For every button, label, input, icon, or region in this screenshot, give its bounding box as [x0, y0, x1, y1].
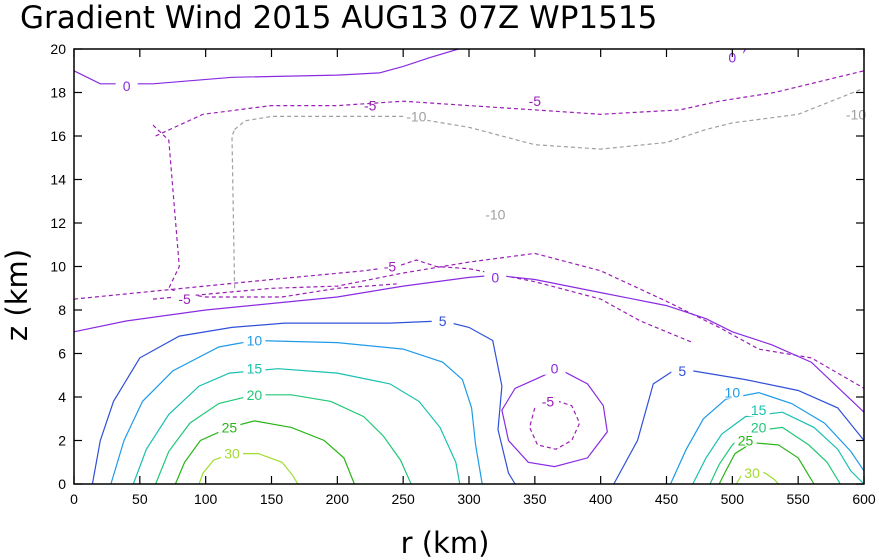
contour-label: 10 [247, 332, 263, 348]
contour-label: -10 [406, 108, 426, 124]
x-tick-label: 300 [457, 491, 481, 507]
contour-label-bg [243, 360, 266, 375]
contour-label: -5 [178, 291, 191, 307]
x-tick-label: 250 [391, 491, 415, 507]
contour-label-bg [243, 332, 266, 347]
contour-label-bg [537, 393, 559, 408]
contour-label: -10 [846, 106, 866, 122]
x-tick-label: 550 [786, 491, 810, 507]
contour-label-bg [405, 108, 428, 123]
contour-line-6 [234, 87, 865, 150]
contour-line-19 [709, 426, 841, 485]
contour-label: -5 [542, 393, 555, 409]
y-tick-label: 18 [50, 85, 66, 101]
contour-label-bg [115, 77, 138, 92]
x-tick-label: 0 [70, 491, 78, 507]
contour-label: -10 [485, 206, 505, 222]
contour-label-bg [747, 419, 770, 434]
contour-line-12 [91, 320, 516, 485]
contour-label: 30 [224, 446, 240, 462]
contour-label-bg [379, 258, 401, 273]
x-tick-label: 150 [260, 491, 284, 507]
contour-line-18 [155, 394, 412, 485]
x-tick-label: 600 [852, 491, 876, 507]
x-tick-label: 500 [721, 491, 745, 507]
contour-label: 0 [728, 50, 736, 66]
contour-line-14 [110, 339, 483, 485]
contour-label-bg [845, 106, 867, 121]
contour-label-bg [359, 97, 382, 112]
x-tick-label: 350 [523, 491, 547, 507]
contour-line-5 [73, 259, 694, 344]
contour-label: 5 [678, 363, 686, 379]
contour-label: 15 [247, 361, 263, 377]
contour-label-bg [221, 445, 243, 460]
y-tick-label: 12 [50, 215, 66, 231]
contour-label: 25 [738, 433, 754, 449]
contour-line-3 [155, 70, 865, 137]
contour-line-4 [152, 252, 865, 389]
y-tick-label: 2 [58, 433, 66, 449]
axis-ticks: 0 50 100 150 200 250 300 350 400 450 500 550 6000246… [50, 41, 875, 507]
y-tick-label: 20 [50, 41, 66, 57]
contour-label-bg [484, 269, 507, 284]
x-tick-label: 450 [655, 491, 679, 507]
contour-line-16 [132, 368, 461, 485]
contour-label-bg [484, 206, 507, 221]
contour-label-bg [734, 432, 757, 447]
contour-layer: 00-5 -5-5-5-10 -10-1000-555101015152020252… [73, 48, 867, 485]
y-tick-label: 10 [50, 259, 66, 275]
x-tick-label: 50 [132, 491, 148, 507]
contour-label-bg [243, 386, 266, 401]
contour-label: 0 [551, 361, 559, 377]
y-tick-label: 4 [58, 389, 66, 405]
contour-label: -5 [529, 93, 542, 109]
contour-label-bg [543, 360, 566, 375]
contour-line-21 [718, 442, 815, 485]
contour-label-bg [523, 93, 546, 108]
x-tick-label: 400 [589, 491, 613, 507]
contour-label-bg [747, 402, 770, 417]
contour-label: 0 [123, 78, 131, 94]
contour-line-10 [501, 368, 608, 468]
x-tick-label: 200 [326, 491, 350, 507]
contour-label: 5 [439, 313, 447, 329]
contour-line-8 [231, 129, 236, 289]
contour-line-15 [669, 391, 865, 485]
contour-label-bg [671, 362, 694, 377]
contour-label: 20 [751, 419, 767, 435]
contour-label: 25 [222, 419, 238, 435]
contour-label-bg [218, 419, 241, 434]
contour-line-22 [198, 453, 299, 485]
plot-frame [73, 48, 865, 485]
contour-label: 0 [491, 269, 499, 285]
y-tick-label: 8 [58, 302, 66, 318]
contour-label: -5 [384, 259, 397, 275]
contour-label-bg [741, 465, 764, 480]
y-tick-label: 14 [50, 172, 66, 188]
x-axis-label: r (km) [401, 526, 490, 560]
y-tick-label: 16 [50, 128, 66, 144]
x-tick-label: 100 [194, 491, 218, 507]
contour-label-bg [721, 384, 744, 399]
contour-label-bg [431, 312, 454, 327]
contour-label: 30 [744, 465, 760, 481]
contour-label: -5 [364, 98, 377, 114]
y-axis-label: z (km) [0, 249, 34, 341]
contour-label: 20 [247, 387, 263, 403]
contour-line-17 [692, 411, 865, 485]
contour-label-bg [173, 291, 196, 306]
y-tick-label: 0 [58, 476, 66, 492]
contour-label: 10 [725, 385, 741, 401]
chart-title: Gradient Wind 2015 AUG13 07Z WP1515 [20, 0, 657, 36]
y-tick-label: 6 [58, 346, 66, 362]
contour-line-9 [73, 274, 865, 413]
contour-label: 15 [751, 402, 767, 418]
contour-line-11 [528, 400, 581, 450]
contour-line-20 [174, 420, 355, 485]
